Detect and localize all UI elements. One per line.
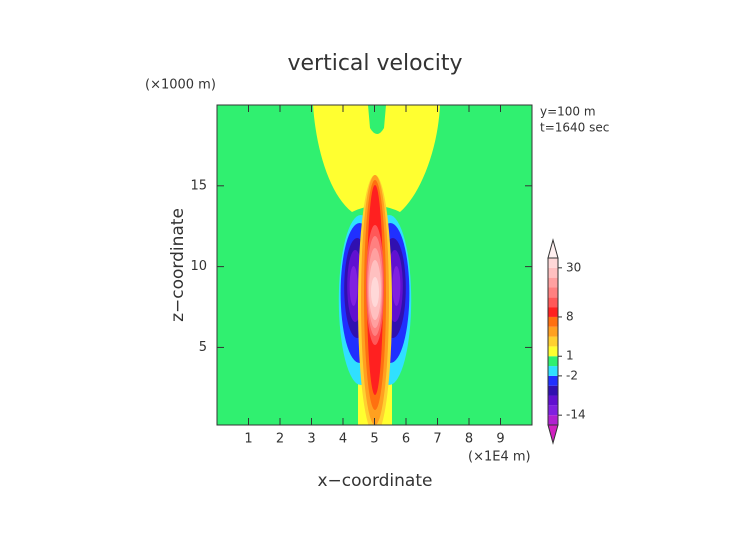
- x-tick-label: 7: [433, 432, 441, 447]
- colorbar-frame: [547, 257, 559, 426]
- contour-region: [313, 105, 440, 212]
- chart-title: vertical velocity: [287, 51, 462, 76]
- colorbar-segment: [548, 258, 558, 268]
- colorbar-tick-label: 1: [566, 349, 574, 363]
- annotation: y=100 m: [540, 105, 596, 119]
- colorbar-segment: [547, 424, 559, 445]
- colorbar-segment: [548, 336, 558, 347]
- y-tick-label: 5: [199, 340, 207, 355]
- colorbar-tick-label: 30: [566, 260, 581, 274]
- x-tick-label: 2: [276, 432, 284, 447]
- colorbar-segment: [548, 366, 558, 376]
- contour-field: [217, 105, 532, 425]
- y-axis-label: z−coordinate: [168, 208, 188, 322]
- colorbar-segment: [548, 375, 558, 386]
- y-tick-label: 10: [190, 259, 207, 274]
- colorbar-segment: [548, 277, 558, 288]
- colorbar-segment: [548, 326, 558, 337]
- y-tick-label: 15: [190, 178, 207, 193]
- x-tick-label: 4: [339, 432, 347, 447]
- colorbar-tick-label: -14: [566, 408, 586, 422]
- colorbar-segment: [548, 385, 558, 396]
- colorbar-tick-label: -2: [566, 368, 578, 382]
- y-unit: (×1000 m): [145, 78, 216, 93]
- colorbar-tick-label: 8: [566, 309, 574, 323]
- x-axis-label: x−coordinate: [318, 471, 433, 491]
- colorbar-segment: [548, 405, 558, 416]
- contour-region: [371, 277, 379, 307]
- colorbar-segment: [548, 415, 558, 425]
- x-unit: (×1E4 m): [468, 450, 531, 465]
- x-tick-label: 8: [465, 432, 473, 447]
- colorbar-segment: [548, 316, 558, 327]
- colorbar-segment: [548, 356, 558, 367]
- axes: 1 2 3 4 5 6 7 8 9 5 10 15 30 8 1 -2 -14: [190, 104, 586, 447]
- contour-region: [392, 266, 401, 306]
- x-tick-label: 3: [307, 432, 315, 447]
- colorbar-segment: [548, 287, 558, 298]
- colorbar-segment: [548, 395, 558, 406]
- x-tick-label: 1: [244, 432, 252, 447]
- x-tick-label: 9: [496, 432, 504, 447]
- colorbar-segment: [548, 297, 558, 308]
- x-tick-label: 6: [402, 432, 410, 447]
- colorbar-segment: [548, 307, 558, 317]
- colorbar-segment: [548, 267, 558, 278]
- contour-region: [368, 105, 386, 134]
- contour-region: [349, 266, 358, 306]
- colorbar-segment: [548, 346, 558, 357]
- annotation: t=1640 sec: [540, 121, 609, 135]
- colorbar-segment: [547, 238, 559, 259]
- x-tick-label: 5: [370, 432, 378, 447]
